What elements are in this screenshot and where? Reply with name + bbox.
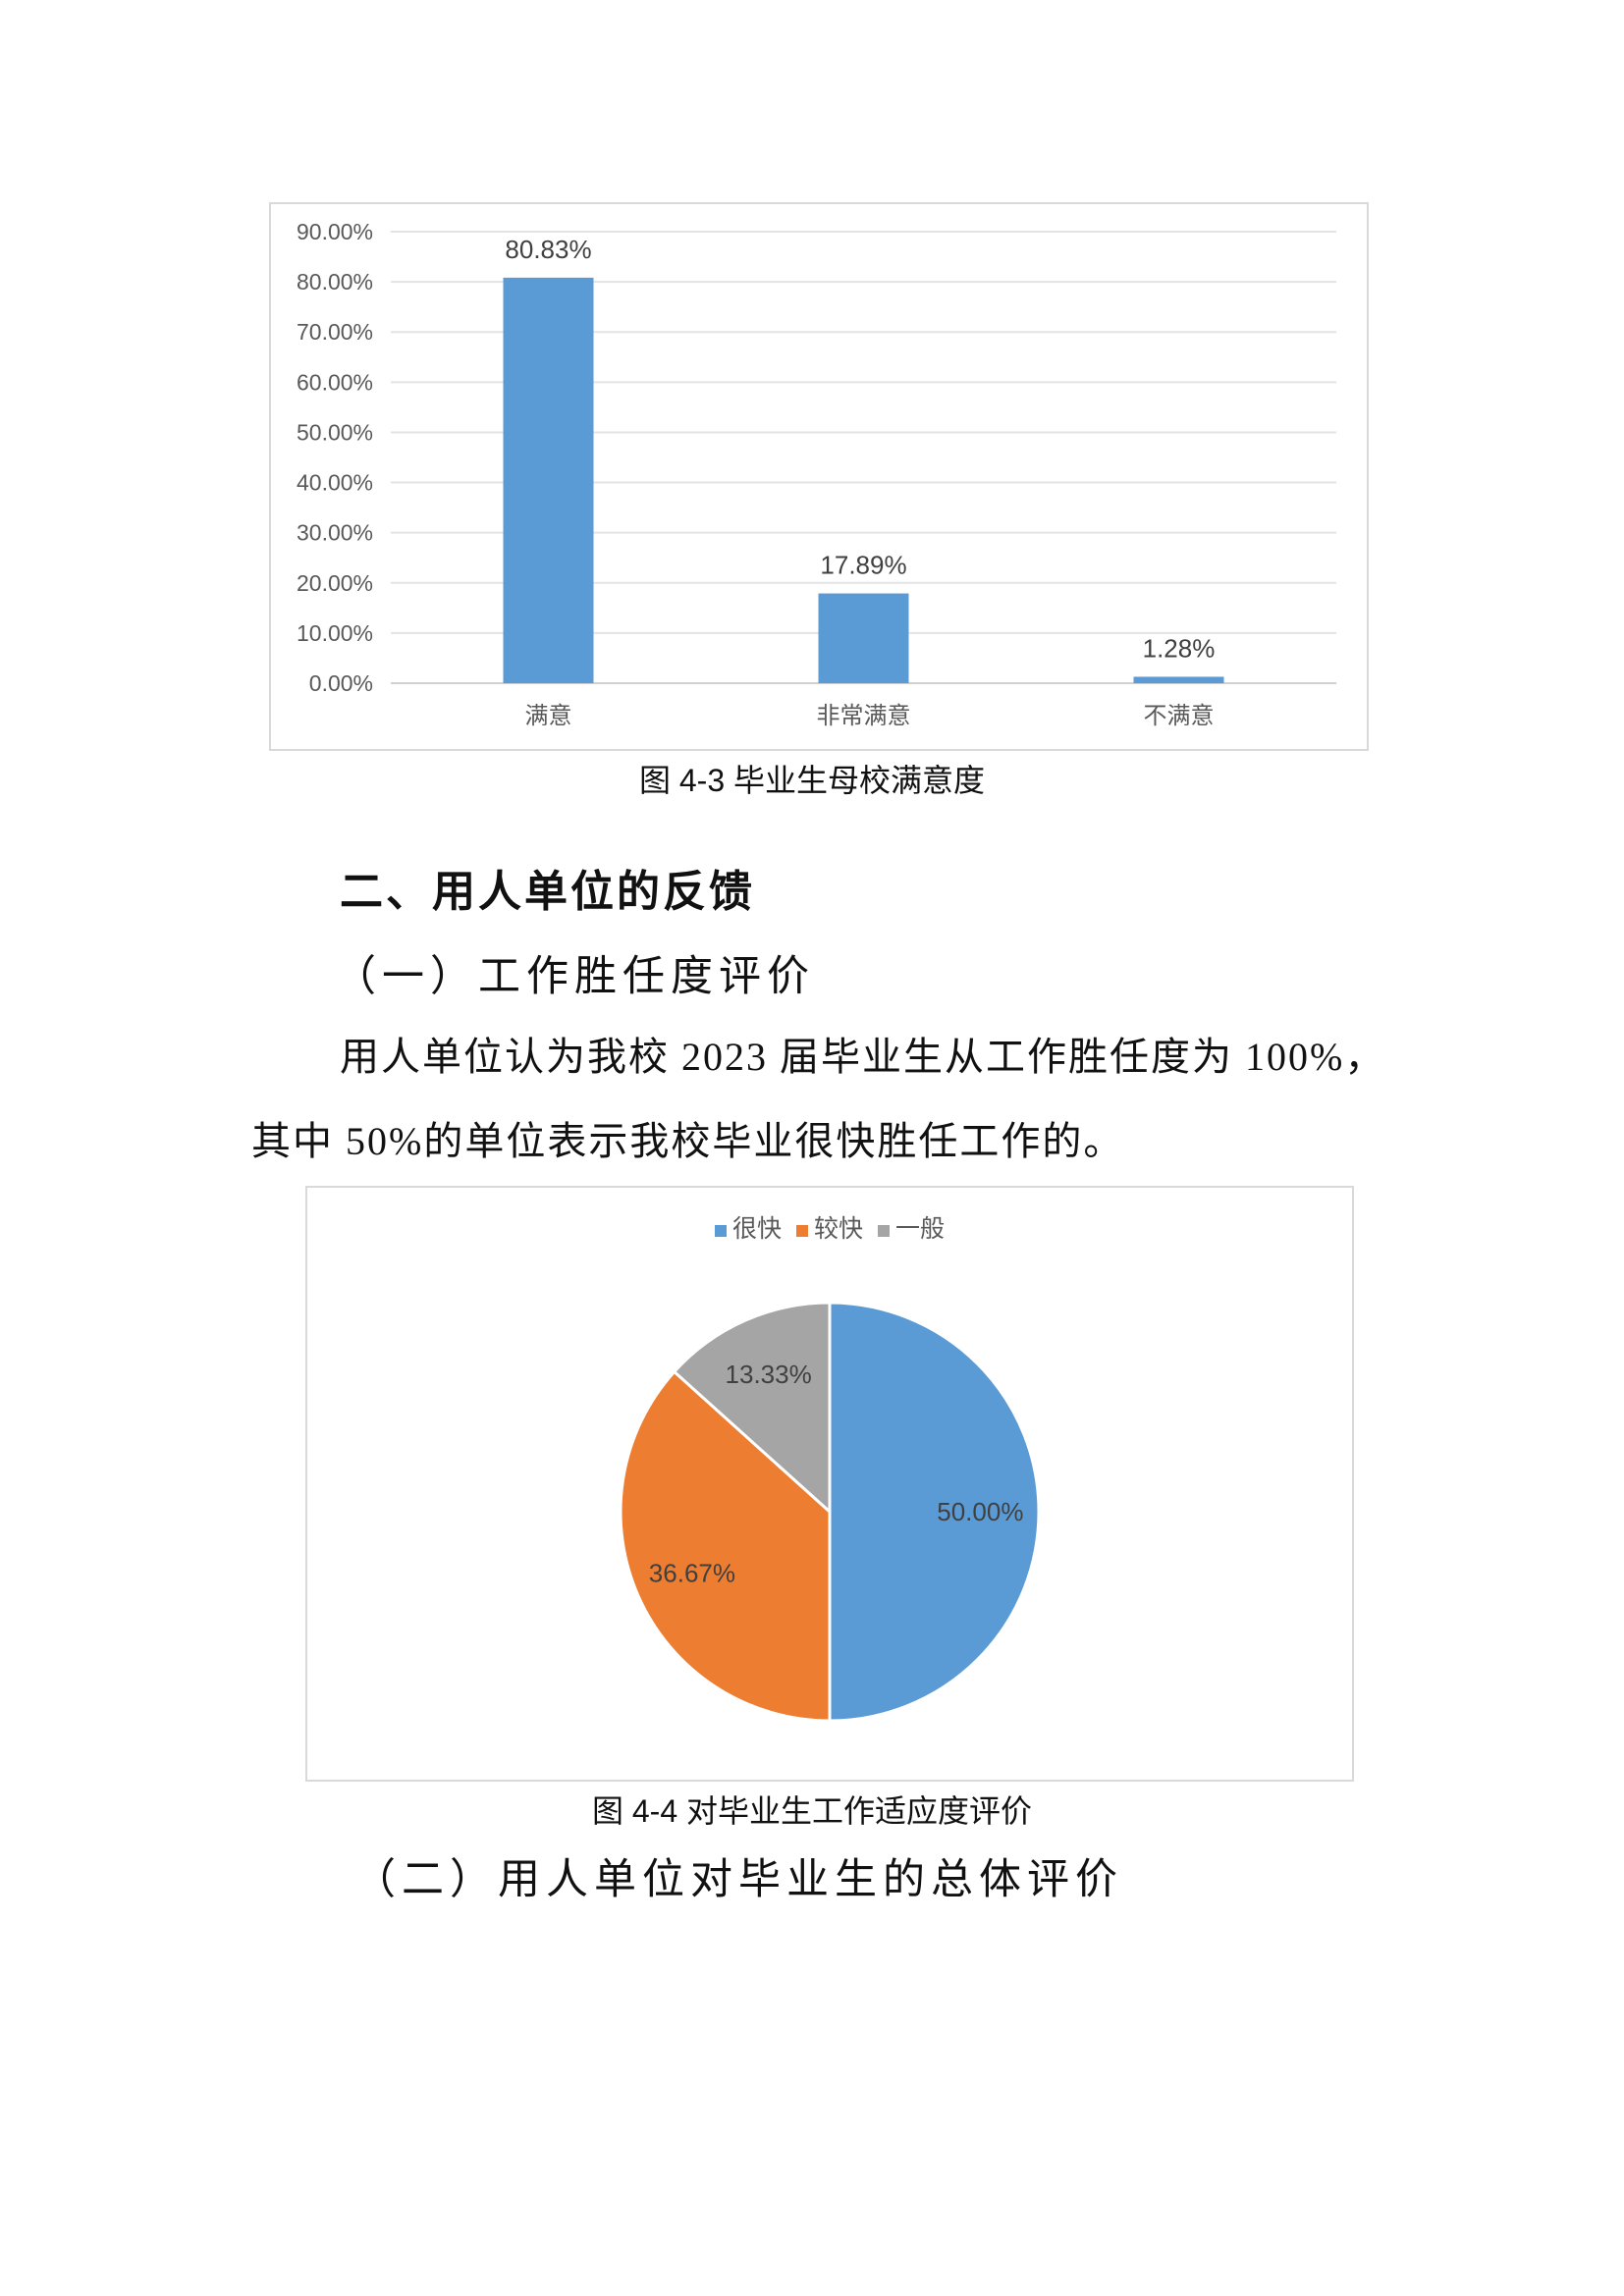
y-tick-label: 60.00% — [297, 369, 373, 395]
legend-item-一般: 一般 — [877, 1215, 945, 1243]
data-label: 17.89% — [820, 551, 906, 580]
y-tick-label: 30.00% — [297, 520, 373, 546]
bar-不满意 — [1133, 676, 1224, 683]
paragraph-line-1: 用人单位认为我校 2023 届毕业生从工作胜任度为 100%， — [340, 1035, 1386, 1079]
legend-label: 一般 — [894, 1215, 945, 1243]
pie-chart: 50.00% 36.67% 13.33% — [619, 1301, 1041, 1723]
subheading-overall-evaluation: （二）用人单位对毕业生的总体评价 — [353, 1857, 1123, 1903]
data-label: 80.83% — [505, 235, 591, 264]
legend-label: 很快 — [732, 1215, 783, 1243]
legend-item-较快: 较快 — [795, 1215, 863, 1243]
pie-data-label: 36.67% — [649, 1558, 735, 1587]
y-tick-label: 40.00% — [297, 470, 373, 496]
paragraph-line-2: 其中 50%的单位表示我校毕业很快胜任工作的。 — [251, 1119, 1125, 1163]
pie-slice-很快 — [828, 1301, 1041, 1723]
legend-item-很快: 很快 — [715, 1215, 782, 1243]
bar-chart: 0.00% 10.00% 20.00% 30.00% 40.00% 50.00% 60.00… — [297, 219, 1336, 729]
x-tick-label: 非常满意 — [817, 703, 911, 729]
bar-非常满意 — [818, 593, 909, 683]
x-tick-label: 满意 — [525, 703, 572, 729]
subheading-work-competence: （一）工作胜任度评价 — [334, 954, 815, 1000]
legend-label: 较快 — [813, 1215, 863, 1243]
pie-legend: 很快 较快 一般 — [305, 1209, 1354, 1245]
y-tick-label: 90.00% — [297, 219, 373, 244]
data-label: 1.28% — [1143, 633, 1216, 663]
x-tick-label: 不满意 — [1144, 703, 1215, 729]
section-heading: 二、用人单位的反馈 — [340, 868, 755, 916]
y-tick-label: 70.00% — [297, 319, 373, 345]
bar-满意 — [503, 277, 594, 683]
y-tick-label: 80.00% — [297, 269, 373, 294]
y-tick-label: 20.00% — [297, 570, 373, 596]
pie-data-label: 50.00% — [937, 1497, 1023, 1526]
pie-slice-较快 — [619, 1369, 832, 1723]
pie-slice-一般 — [672, 1301, 832, 1516]
pie-data-label: 13.33% — [726, 1360, 812, 1389]
figure-4-3-caption: 图 4-3 毕业生母校满意度 — [638, 763, 986, 798]
y-tick-label: 0.00% — [309, 670, 373, 696]
y-tick-label: 50.00% — [297, 419, 373, 445]
y-tick-label: 10.00% — [297, 620, 373, 646]
figure-4-4-caption: 图 4-4 对毕业生工作适应度评价 — [591, 1793, 1033, 1829]
